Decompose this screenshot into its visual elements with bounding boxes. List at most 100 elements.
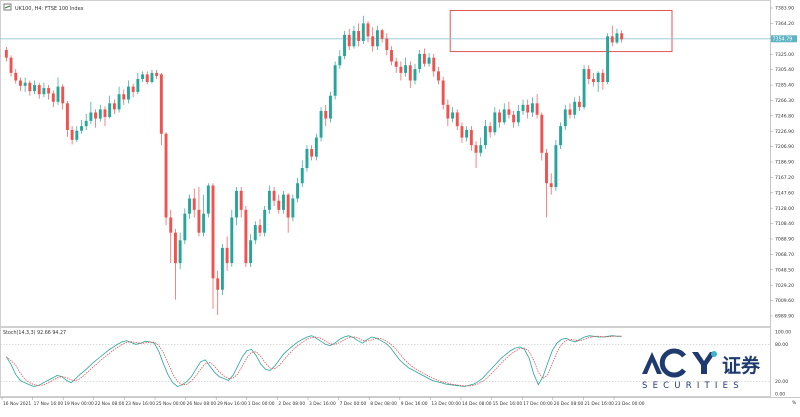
candle-body: [33, 85, 36, 92]
logo-letter-c: [659, 348, 687, 378]
candle: [493, 107, 497, 136]
candle: [211, 183, 215, 309]
candle: [253, 221, 257, 245]
candle: [282, 190, 285, 214]
chart-header: UK100, H4: FTSE 100 Index: [3, 3, 84, 12]
candle: [141, 71, 145, 83]
candle-body: [563, 109, 567, 127]
price-tick-label: 7325.00: [775, 52, 794, 58]
candle-body: [545, 152, 548, 184]
candle: [230, 209, 234, 267]
candle-body: [408, 65, 412, 81]
candle: [455, 109, 459, 130]
stoch-main-line: [5, 335, 622, 388]
candle: [202, 194, 206, 237]
candle-body: [235, 190, 238, 218]
candle: [164, 132, 168, 226]
candle-body: [488, 126, 492, 133]
candle-body: [554, 145, 558, 188]
candle-body: [244, 209, 248, 264]
candle: [145, 71, 149, 85]
candle-body: [573, 101, 577, 115]
price-tick-label: 7009.60: [775, 298, 794, 304]
stoch-tick-label: 0.00: [775, 392, 785, 398]
candle: [225, 236, 229, 271]
candle-body: [216, 278, 220, 290]
candle-body: [188, 198, 191, 214]
candle: [540, 112, 544, 161]
logo-chinese: 证券: [722, 354, 761, 377]
current-price-badge: 7354.79: [771, 35, 797, 42]
candle-body: [361, 23, 365, 41]
candle-body: [253, 225, 257, 241]
candle: [310, 145, 314, 161]
candle: [178, 232, 182, 270]
candle: [206, 183, 210, 218]
candle: [573, 97, 577, 119]
candle-body: [451, 112, 455, 119]
candle: [258, 218, 262, 237]
candle-body: [239, 190, 243, 210]
logo-letter-y: [692, 352, 716, 374]
candle-body: [460, 126, 464, 138]
candle-body: [173, 232, 177, 264]
candle-body: [159, 74, 163, 134]
candle: [4, 47, 8, 62]
candle-body: [272, 190, 276, 201]
candle: [14, 69, 18, 84]
candle: [263, 206, 267, 237]
candle: [483, 120, 487, 149]
candle-body: [150, 72, 154, 83]
candle: [47, 85, 51, 100]
time-tick-label: 20 Dec 08:00: [554, 401, 584, 407]
candle-body: [51, 93, 55, 102]
candle: [535, 94, 539, 119]
candle: [23, 77, 27, 92]
candle: [272, 187, 276, 207]
resistance-zone-rectangle[interactable]: [449, 9, 673, 53]
candle-body: [521, 104, 525, 111]
candle-body: [446, 104, 450, 119]
candle-body: [225, 247, 229, 264]
candle: [413, 63, 417, 85]
candle: [469, 126, 473, 151]
chart-title: UK100, H4: FTSE 100 Index: [15, 6, 84, 12]
candle: [498, 109, 501, 128]
candle-body: [296, 183, 300, 199]
time-tick-label: 8 Dec 08:00: [370, 401, 397, 407]
candle-body: [559, 126, 563, 146]
time-tick-label: 29 Nov 16:00: [217, 401, 247, 407]
candle-body: [117, 94, 121, 110]
stoch-signal-line: [6, 335, 622, 387]
candle-body: [136, 78, 140, 92]
time-tick-label: 14 Dec 08:00: [462, 401, 492, 407]
candle: [587, 65, 591, 85]
candle: [61, 84, 65, 110]
candle: [357, 23, 361, 47]
candle-body: [47, 88, 51, 94]
candle-body: [530, 103, 534, 113]
candle-body: [192, 198, 196, 210]
candle-body: [9, 57, 13, 73]
candle: [408, 61, 412, 89]
candle-body: [84, 120, 88, 127]
price-badge-bg: [771, 35, 797, 43]
candle-body: [479, 145, 483, 153]
price-badge-label: 7354.79: [773, 36, 793, 42]
candle: [399, 61, 403, 81]
candle-body: [568, 109, 572, 115]
candle-body: [413, 69, 417, 81]
candle: [549, 173, 553, 195]
time-tick-label: 21 Dec 16:00: [584, 401, 614, 407]
candle-body: [80, 126, 83, 131]
candle: [37, 82, 41, 99]
candle: [559, 122, 563, 149]
candle: [620, 30, 624, 43]
candle-body: [535, 103, 539, 115]
candle: [286, 193, 290, 233]
candle: [563, 104, 567, 130]
candle-body: [291, 198, 295, 218]
candle-body: [455, 112, 459, 127]
